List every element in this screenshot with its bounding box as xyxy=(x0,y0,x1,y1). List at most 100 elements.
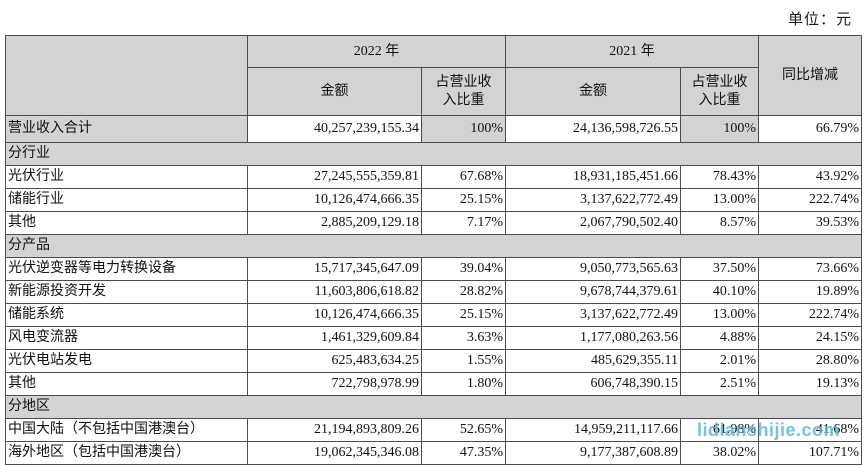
amount-2021: 18,931,185,451.66 xyxy=(505,165,681,189)
table-row: 光伏行业 27,245,555,359.81 67.68% 18,931,185… xyxy=(5,165,862,189)
share-2022: 3.63% xyxy=(421,326,506,350)
yoy-change: 73.66% xyxy=(758,257,862,281)
amount-2021: 24,136,598,726.55 xyxy=(505,115,681,143)
row-label: 中国大陆（不包括中国港澳台） xyxy=(5,418,248,442)
yoy-change: 222.74% xyxy=(758,188,862,212)
total-revenue-row: 营业收入合计 40,257,239,155.34 100% 24,136,598… xyxy=(5,115,862,143)
amount-2022: 2,885,209,129.18 xyxy=(247,211,422,235)
amount-2022: 1,461,329,609.84 xyxy=(247,326,422,350)
amount-2022: 19,062,345,346.08 xyxy=(247,441,422,465)
share-2022: 25.15% xyxy=(421,303,506,327)
table-row: 海外地区（包括中国港澳台） 19,062,345,346.08 47.35% 9… xyxy=(5,441,862,465)
amount-2022: 27,245,555,359.81 xyxy=(247,165,422,189)
amount-2022: 722,798,978.99 xyxy=(247,372,422,396)
row-label: 风电变流器 xyxy=(5,326,248,350)
amount-2021: 9,050,773,565.63 xyxy=(505,257,681,281)
yoy-change: 19.13% xyxy=(758,372,862,396)
yoy-change: 39.53% xyxy=(758,211,862,235)
amount-2022: 10,126,474,666.35 xyxy=(247,188,422,212)
share-2022: 47.35% xyxy=(421,441,506,465)
amount-2021: 14,959,211,117.66 xyxy=(505,418,681,442)
share-2021: 4.88% xyxy=(680,326,759,350)
header-amount-2021: 金额 xyxy=(505,67,681,116)
share-2022: 39.04% xyxy=(421,257,506,281)
section-title: 分产品 xyxy=(5,234,862,258)
yoy-change: 28.80% xyxy=(758,349,862,373)
yoy-change: 43.92% xyxy=(758,165,862,189)
row-label: 光伏电站发电 xyxy=(5,349,248,373)
header-share-2022: 占营业收入比重 xyxy=(421,67,506,116)
row-label: 储能行业 xyxy=(5,188,248,212)
yoy-change: 41.68% xyxy=(758,418,862,442)
yoy-change: 66.79% xyxy=(758,115,862,143)
header-share-2021: 占营业收入比重 xyxy=(680,67,759,116)
share-2021: 38.02% xyxy=(680,441,759,465)
share-2021: 2.01% xyxy=(680,349,759,373)
amount-2021: 2,067,790,502.40 xyxy=(505,211,681,235)
table-row: 其他 722,798,978.99 1.80% 606,748,390.15 2… xyxy=(5,372,862,396)
corner-cell xyxy=(5,35,248,116)
yoy-change: 19.89% xyxy=(758,280,862,304)
share-2021: 78.43% xyxy=(680,165,759,189)
table-row: 储能行业 10,126,474,666.35 25.15% 3,137,622,… xyxy=(5,188,862,212)
share-2022: 7.17% xyxy=(421,211,506,235)
amount-2021: 606,748,390.15 xyxy=(505,372,681,396)
amount-2022: 10,126,474,666.35 xyxy=(247,303,422,327)
amount-2021: 1,177,080,263.56 xyxy=(505,326,681,350)
share-2022: 28.82% xyxy=(421,280,506,304)
row-label: 营业收入合计 xyxy=(5,115,248,143)
table-row: 风电变流器 1,461,329,609.84 3.63% 1,177,080,2… xyxy=(5,326,862,350)
table-row: 储能系统 10,126,474,666.35 25.15% 3,137,622,… xyxy=(5,303,862,327)
share-2022: 1.80% xyxy=(421,372,506,396)
section-row-product: 分产品 xyxy=(5,234,862,258)
table-row: 中国大陆（不包括中国港澳台） 21,194,893,809.26 52.65% … xyxy=(5,418,862,442)
row-label: 其他 xyxy=(5,211,248,235)
row-label: 新能源投资开发 xyxy=(5,280,248,304)
share-2021: 100% xyxy=(680,115,759,143)
row-label: 其他 xyxy=(5,372,248,396)
amount-2021: 485,629,355.11 xyxy=(505,349,681,373)
section-row-region: 分地区 xyxy=(5,395,862,419)
share-2022: 52.65% xyxy=(421,418,506,442)
share-2022: 1.55% xyxy=(421,349,506,373)
section-row-industry: 分行业 xyxy=(5,142,862,166)
amount-2022: 15,717,345,647.09 xyxy=(247,257,422,281)
table-row: 新能源投资开发 11,603,806,618.82 28.82% 9,678,7… xyxy=(5,280,862,304)
row-label: 储能系统 xyxy=(5,303,248,327)
section-title: 分行业 xyxy=(5,142,862,166)
share-2022: 100% xyxy=(421,115,506,143)
header-yoy-change: 同比增减 xyxy=(758,35,862,116)
amount-2022: 21,194,893,809.26 xyxy=(247,418,422,442)
amount-2021: 9,678,744,379.61 xyxy=(505,280,681,304)
share-2021: 40.10% xyxy=(680,280,759,304)
financial-table: 2022 年 2021 年 同比增减 金额 占营业收入比重 金额 占营业收入比重… xyxy=(5,35,862,465)
header-amount-2022: 金额 xyxy=(247,67,422,116)
share-2022: 67.68% xyxy=(421,165,506,189)
share-2022: 25.15% xyxy=(421,188,506,212)
share-2021: 13.00% xyxy=(680,188,759,212)
header-row-years: 2022 年 2021 年 同比增减 xyxy=(5,35,862,116)
row-label: 光伏行业 xyxy=(5,165,248,189)
header-row-measures: 金额 占营业收入比重 金额 占营业收入比重 xyxy=(6,67,862,116)
amount-2022: 11,603,806,618.82 xyxy=(247,280,422,304)
table-row: 光伏电站发电 625,483,634.25 1.55% 485,629,355.… xyxy=(5,349,862,373)
share-2021: 37.50% xyxy=(680,257,759,281)
share-2021: 13.00% xyxy=(680,303,759,327)
table-row: 光伏逆变器等电力转换设备 15,717,345,647.09 39.04% 9,… xyxy=(5,257,862,281)
amount-2022: 40,257,239,155.34 xyxy=(247,115,422,143)
amount-2021: 9,177,387,608.89 xyxy=(505,441,681,465)
amount-2022: 625,483,634.25 xyxy=(247,349,422,373)
unit-label: 单位：元 xyxy=(787,12,852,28)
share-2021: 61.98% xyxy=(680,418,759,442)
share-2021: 2.51% xyxy=(680,372,759,396)
amount-2021: 3,137,622,772.49 xyxy=(505,303,681,327)
yoy-change: 24.15% xyxy=(758,326,862,350)
yoy-change: 222.74% xyxy=(758,303,862,327)
amount-2021: 3,137,622,772.49 xyxy=(505,188,681,212)
yoy-change: 107.71% xyxy=(758,441,862,465)
header-year-2021: 2021 年 xyxy=(505,35,759,68)
header-year-2022: 2022 年 xyxy=(247,35,506,68)
table-row: 其他 2,885,209,129.18 7.17% 2,067,790,502.… xyxy=(5,211,862,235)
section-title: 分地区 xyxy=(5,395,862,419)
